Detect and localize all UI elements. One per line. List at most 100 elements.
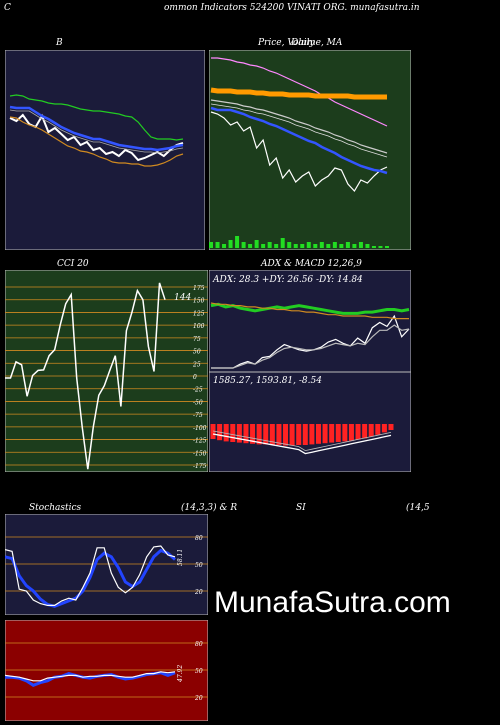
cci-tick-label: 50 <box>193 349 201 356</box>
macd-histogram-bar <box>375 424 381 435</box>
macd-chart: 1585.27, 1593.81, -8.54 <box>209 372 411 472</box>
volume-bar <box>345 242 350 248</box>
macd-histogram-bar <box>315 424 321 444</box>
volume-bar <box>371 246 376 248</box>
volume-bar <box>215 242 220 248</box>
macd-signal-line <box>212 430 392 452</box>
rsi-params: (14,5 <box>406 503 430 513</box>
watermark: MunafaSutra.com <box>214 586 451 619</box>
bollinger-series-0 <box>9 113 184 162</box>
bollinger-title: B <box>56 38 63 48</box>
price-series-0 <box>210 111 388 192</box>
volume-bar <box>241 242 246 248</box>
price-series-1 <box>211 57 388 127</box>
macd-histogram-bar <box>355 424 361 440</box>
volume-bar <box>313 244 318 248</box>
price-series-4 <box>210 99 388 154</box>
volume-bar <box>287 242 292 248</box>
cci-tick-label: 100 <box>193 323 205 330</box>
adx-value-text: ADX: 28.3 +DY: 26.56 -DY: 14.84 <box>212 275 363 285</box>
cci-tick-label: 125 <box>193 310 205 317</box>
volume-bar <box>365 244 370 248</box>
macd-value-text: 1585.27, 1593.81, -8.54 <box>213 376 322 386</box>
cci-chart: 175 150 125 100 75 50 25 0 -25 -50 -75 -100 -125 -150… <box>5 270 208 472</box>
bollinger-series-2 <box>9 105 184 152</box>
cci-tick-label: -50 <box>193 399 203 406</box>
header-letter: C <box>4 3 11 13</box>
adx-series-0 <box>211 314 410 369</box>
rsi-level-label: 50 <box>195 668 203 675</box>
macd-histogram-bar <box>302 424 308 445</box>
price-ma-subtitle: Daily <box>291 38 315 48</box>
cci-tick-label: 25 <box>192 361 201 368</box>
cci-tick-label: -175 <box>193 463 207 470</box>
macd-histogram-bar <box>210 424 216 439</box>
volume-bar <box>385 246 389 248</box>
price-ma-title: Price, Volume, MA <box>258 38 343 48</box>
macd-histogram-bar <box>348 424 354 441</box>
price-ma-slow <box>210 103 388 158</box>
volume-bar <box>209 242 213 248</box>
macd-histogram-bar <box>362 424 368 439</box>
macd-histogram-bar <box>263 424 269 445</box>
volume-bar <box>306 242 311 248</box>
volume-bar <box>332 242 337 248</box>
stoch-series-0 <box>5 548 176 608</box>
bollinger-band-inner <box>9 109 184 154</box>
cci-value-label: 144 <box>174 293 191 303</box>
macd-histogram-bar <box>335 424 341 442</box>
volume-bar <box>300 244 305 248</box>
volume-bar <box>274 244 279 248</box>
stoch-level-label: 20 <box>194 589 203 596</box>
macd-histogram-bar <box>236 424 242 443</box>
volume-bar <box>228 240 233 248</box>
volume-bar <box>267 242 272 248</box>
macd-histogram-bar <box>283 424 289 446</box>
bollinger-series-1 <box>9 94 184 141</box>
volume-bar <box>352 244 357 248</box>
rsi-series-0 <box>5 671 176 687</box>
volume-bar <box>222 244 227 248</box>
volume-bar <box>261 244 266 248</box>
macd-histogram-bar <box>309 424 315 445</box>
adx-series-2 <box>210 302 410 315</box>
rsi-level-label: 20 <box>194 695 203 702</box>
stoch-level-label: 50 <box>195 562 203 569</box>
macd-histogram-bar <box>243 424 249 444</box>
price-ma-chart <box>209 50 411 250</box>
stoch-title: Stochastics <box>29 503 82 513</box>
macd-histogram-bar <box>322 424 328 444</box>
volume-bar <box>293 244 298 248</box>
stoch-params: (14,3,3) & R <box>181 503 238 513</box>
volume-bar <box>319 242 324 248</box>
cci-tick-label: -125 <box>193 438 207 445</box>
volume-bar <box>378 246 383 248</box>
rsi-chart: 80 50 20 47.92 <box>5 620 208 721</box>
volume-bar <box>280 238 285 248</box>
volume-bar <box>339 244 344 248</box>
stoch-level-label: 80 <box>195 535 203 542</box>
macd-histogram-bar <box>329 424 335 443</box>
macd-line <box>212 433 392 455</box>
page-title: ommon Indicators 524200 VINATI ORG. muna… <box>164 3 420 13</box>
macd-histogram-bar <box>368 424 374 437</box>
volume-bar <box>326 244 331 248</box>
adx-title: ADX & MACD 12,26,9 <box>261 259 362 269</box>
macd-histogram-bar <box>296 424 302 445</box>
price-series-2 <box>210 87 387 100</box>
bollinger-series-3 <box>9 116 184 167</box>
macd-histogram-bar <box>381 424 387 433</box>
rsi-title: SI <box>296 503 306 513</box>
macd-histogram-bar <box>230 424 236 442</box>
cci-tick-label: 0 <box>193 374 197 381</box>
macd-histogram-bar <box>223 424 229 442</box>
macd-histogram-bar <box>388 424 394 430</box>
bollinger-chart <box>5 50 205 250</box>
cci-tick-label: 175 <box>193 285 205 292</box>
stoch-value-label: 58.11 <box>177 549 184 566</box>
volume-bar <box>235 236 240 248</box>
cci-tick-label: -100 <box>193 425 207 432</box>
volume-bar <box>248 244 253 248</box>
stochastics-chart: 80 50 20 58.11 <box>5 514 208 615</box>
adx-chart: ADX: 28.3 +DY: 26.56 -DY: 14.84 <box>209 270 411 372</box>
